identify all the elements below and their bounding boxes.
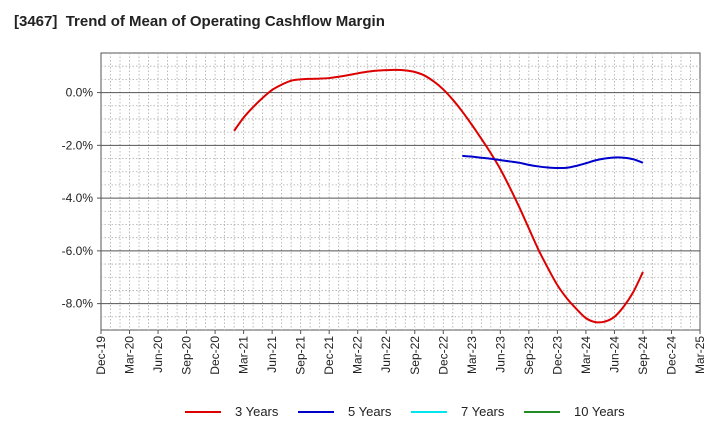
y-tick-label: -8.0% — [62, 297, 94, 311]
x-tick-label: Jun-24 — [607, 336, 621, 373]
legend-label-3-years: 3 Years — [235, 404, 279, 419]
y-tick-label: -4.0% — [62, 191, 94, 205]
x-tick-label: Sep-23 — [522, 336, 536, 375]
x-tick-label: Jun-20 — [151, 336, 165, 373]
x-tick-label: Dec-24 — [664, 336, 678, 375]
y-tick-label: -6.0% — [62, 244, 94, 258]
series-line-3-years — [233, 68, 644, 324]
y-tick-label: -2.0% — [62, 138, 94, 152]
legend-label-7-years: 7 Years — [461, 404, 505, 419]
series-lines — [233, 68, 644, 324]
legend-swatch-3-years — [185, 410, 221, 413]
legend-item-7-years: 7 Years — [411, 404, 504, 419]
x-tick-label: Sep-20 — [180, 336, 194, 375]
x-tick-label: Jun-23 — [493, 336, 507, 373]
x-tick-label: Jun-21 — [265, 336, 279, 373]
legend-item-10-years: 10 Years — [524, 404, 625, 419]
x-tick-label: Sep-21 — [294, 336, 308, 375]
x-tick-label: Mar-21 — [237, 336, 251, 374]
x-tick-label: Dec-20 — [208, 336, 222, 375]
legend-label-10-years: 10 Years — [574, 404, 625, 419]
x-tick-label: Mar-20 — [123, 336, 137, 374]
x-tick-label: Mar-23 — [465, 336, 479, 374]
legend-swatch-5-years — [298, 410, 334, 413]
legend-swatch-7-years — [411, 410, 447, 413]
x-tick-label: Dec-22 — [436, 336, 450, 375]
legend-item-3-years: 3 Years — [185, 404, 278, 419]
legend-item-5-years: 5 Years — [298, 404, 391, 419]
chart-title: [3467] Trend of Mean of Operating Cashfl… — [14, 13, 385, 30]
series-line-5-years — [462, 154, 644, 170]
y-tick-label: 0.0% — [66, 86, 94, 100]
x-tick-label: Dec-23 — [550, 336, 564, 375]
x-tick-label: Mar-25 — [693, 336, 707, 374]
legend-swatch-10-years — [524, 410, 560, 413]
x-tick-label: Jun-22 — [379, 336, 393, 373]
x-tick-label: Mar-22 — [351, 336, 365, 374]
x-tick-label: Mar-24 — [579, 336, 593, 374]
x-tick-label: Dec-19 — [94, 336, 108, 375]
x-tick-label: Sep-24 — [636, 336, 650, 375]
legend: 3 Years 5 Years 7 Years 10 Years — [0, 404, 720, 426]
grid — [100, 52, 701, 331]
x-tick-label: Sep-22 — [408, 336, 422, 375]
x-tick-label: Dec-21 — [322, 336, 336, 375]
plot-frame — [100, 52, 701, 331]
axes: 0.0% -2.0% -4.0% -6.0% -8.0% Dec-19 Mar-20 Jun-… — [62, 86, 707, 375]
legend-label-5-years: 5 Years — [348, 404, 392, 419]
